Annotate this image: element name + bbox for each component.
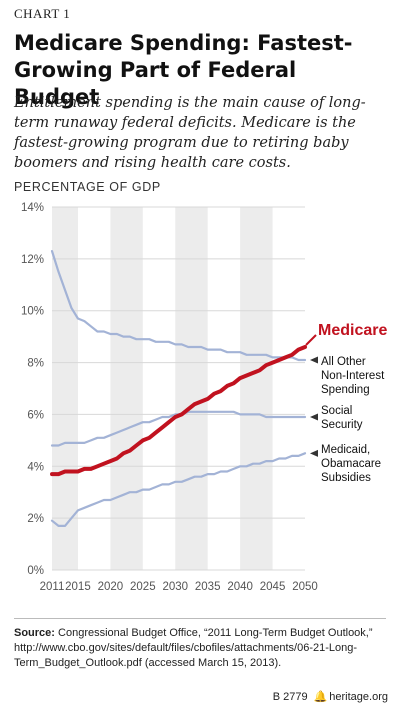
series-end-label-line: Obamacare <box>321 458 381 470</box>
series-end-label-line: Medicare <box>318 322 387 339</box>
series-line-4 <box>50 452 307 527</box>
x-tick-label: 2045 <box>260 581 286 593</box>
series-line-2 <box>50 249 307 362</box>
x-tick-label: 2015 <box>65 581 91 593</box>
y-tick-label: 14% <box>21 202 44 214</box>
medicare-label-connector <box>305 334 317 346</box>
series-pointer-icon <box>310 413 318 421</box>
y-tick-label: 2% <box>27 513 44 525</box>
series-end-label: Medicaid, Obamacare Subsidies <box>321 444 381 484</box>
footer-credit: B 2779 🔔 heritage.org <box>273 690 388 703</box>
x-tick-label: 2050 <box>292 581 318 593</box>
y-tick-label: 0% <box>27 565 44 577</box>
series-end-label-line: Social <box>321 405 352 417</box>
x-tick-label: 2040 <box>227 581 253 593</box>
line-chart: 0% 2% 4% 6% 8% 10% 12% 14% 2011 2015 2020 2025 2030 2… <box>21 202 388 593</box>
x-tick-label: 2035 <box>195 581 221 593</box>
source-label: Source: <box>14 627 55 639</box>
shaded-band-2 <box>110 207 143 570</box>
series-end-label-line: Subsidies <box>321 472 371 484</box>
series-pointer-icon <box>310 356 318 364</box>
series-end-label-line: Security <box>321 419 363 431</box>
series-end-label: Social Security <box>321 405 363 431</box>
series-end-label-line: Medicaid, <box>321 444 370 456</box>
source-text: Congressional Budget Office, “2011 Long-… <box>14 627 373 669</box>
shaded-band-3 <box>175 207 208 570</box>
site-name: heritage.org <box>329 691 388 703</box>
y-tick-label: 6% <box>27 409 44 421</box>
liberty-bell-icon: 🔔 <box>313 691 328 703</box>
y-tick-label: 4% <box>27 461 44 473</box>
y-tick-label: 10% <box>21 306 44 318</box>
y-tick-label: 12% <box>21 254 44 266</box>
chart-number-label: CHART 1 <box>14 6 71 21</box>
x-tick-label: 2025 <box>130 581 156 593</box>
series-end-label: All Other Non-Interest Spending <box>321 356 385 396</box>
x-tick-label: 2011 <box>40 581 65 593</box>
report-code: B 2779 <box>272 691 308 703</box>
series-line-1 <box>50 345 307 477</box>
source-divider <box>14 618 386 619</box>
x-tick-label: 2020 <box>98 581 124 593</box>
chart-title: Medicare Spending: Fastest-Growing Part … <box>14 31 353 109</box>
series-end-label: Medicare <box>318 322 387 339</box>
series-end-label-line: Non-Interest <box>321 370 385 382</box>
y-axis-title: PERCENTAGE OF GDP <box>14 180 161 194</box>
x-tick-label: 2030 <box>162 581 188 593</box>
shaded-band-4 <box>240 207 273 570</box>
series-end-label-line: All Other <box>321 356 366 368</box>
y-tick-label: 8% <box>27 358 44 370</box>
series-pointer-icon <box>310 449 318 457</box>
series-end-label-line: Spending <box>321 384 370 396</box>
source-note: Source: Congressional Budget Office, “20… <box>14 626 392 671</box>
chart-subtitle: Entitlement spending is the main cause o… <box>14 95 366 171</box>
